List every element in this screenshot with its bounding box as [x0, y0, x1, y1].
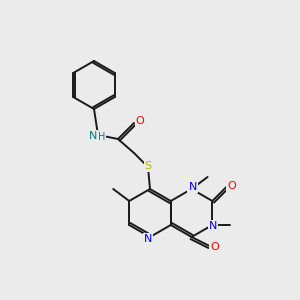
Text: N: N [89, 131, 97, 141]
Text: O: O [210, 242, 219, 252]
Text: N: N [188, 182, 197, 192]
Text: O: O [227, 181, 236, 191]
Text: N: N [144, 234, 152, 244]
Text: O: O [136, 116, 144, 126]
Text: N: N [209, 221, 218, 231]
Text: H: H [98, 132, 106, 142]
Text: S: S [144, 161, 152, 171]
